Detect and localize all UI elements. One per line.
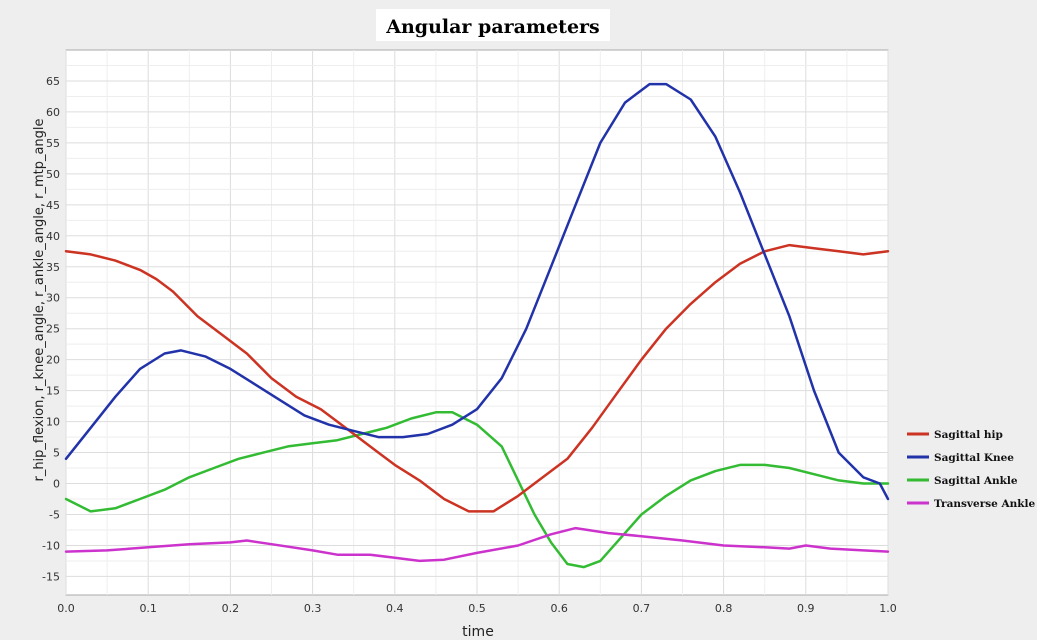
y-tick-label: -5 (49, 508, 60, 521)
axis-ticks: 0.0 0.1 0.2 0.3 0.4 0.5 0.6 0.7 0.8 0.9 1.0 -15 -10 -… (42, 75, 897, 615)
y-tick-label: 10 (46, 416, 60, 429)
y-tick-label: 0 (53, 478, 60, 491)
x-tick-label: 0.9 (797, 602, 815, 615)
y-tick-label: 55 (46, 137, 60, 150)
x-tick-label: 0.6 (550, 602, 568, 615)
y-tick-label: 45 (46, 199, 60, 212)
x-tick-label: 1.0 (879, 602, 897, 615)
x-tick-label: 0.8 (715, 602, 733, 615)
x-tick-label: 0.4 (386, 602, 404, 615)
y-tick-label: 50 (46, 168, 60, 181)
y-tick-label: 30 (46, 292, 60, 305)
legend-item-label: Transverse Ankle (934, 498, 1036, 510)
y-tick-label: -10 (42, 539, 60, 552)
x-tick-label: 0.1 (139, 602, 157, 615)
series-line-sagittal-ankle (64, 411, 890, 569)
legend-item-label: Sagittal Ankle (934, 475, 1018, 487)
x-tick-label: 0.2 (222, 602, 240, 615)
y-tick-label: 25 (46, 323, 60, 336)
legend-item-label: Sagittal hip (934, 429, 1003, 441)
x-tick-label: 0.5 (468, 602, 486, 615)
x-tick-label: 0.7 (633, 602, 651, 615)
y-tick-label: 65 (46, 75, 60, 88)
title-box (376, 9, 610, 41)
series-line-sagittal-hip (64, 243, 890, 513)
y-tick-label: 5 (53, 447, 60, 460)
x-tick-label: 0.0 (57, 602, 75, 615)
series-lines (64, 82, 890, 569)
legend: Sagittal hip Sagittal Knee Sagittal Ankle T… (907, 429, 1036, 510)
y-tick-label: 60 (46, 106, 60, 119)
chart-title: Angular parameters (385, 16, 600, 38)
series-line-sagittal-knee (64, 82, 890, 501)
y-tick-label: 15 (46, 385, 60, 398)
x-tick-label: 0.3 (304, 602, 322, 615)
gridlines (65, 50, 889, 595)
y-tick-label: -15 (42, 570, 60, 583)
y-tick-label: 35 (46, 261, 60, 274)
legend-item-label: Sagittal Knee (934, 452, 1014, 464)
y-tick-label: 40 (46, 230, 60, 243)
series-line-transverse-ankle (64, 526, 890, 563)
y-axis-label: r_hip_flexion, r_knee_angle, r_ankle_ang… (32, 118, 47, 481)
x-axis-label: time (462, 624, 494, 640)
y-tick-label: 20 (46, 354, 60, 367)
